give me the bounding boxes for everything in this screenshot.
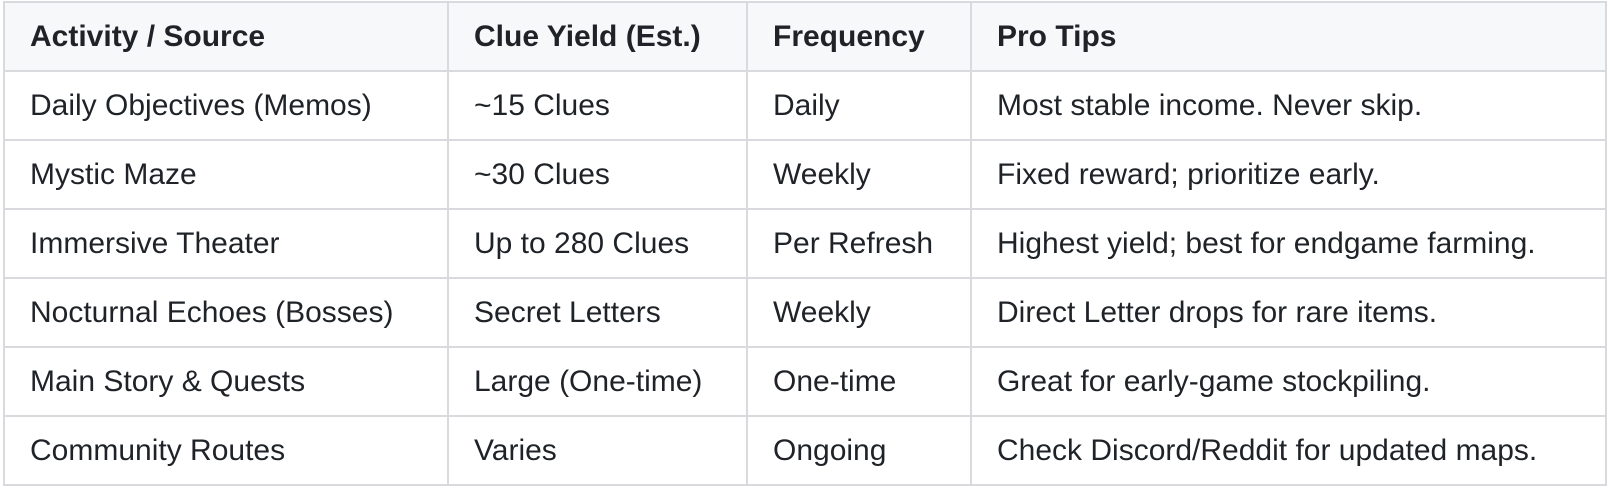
cell-frequency: One-time	[746, 346, 972, 417]
table-row: Main Story & Quests Large (One-time) One-t…	[3, 346, 1607, 417]
cell-pro-tips: Fixed reward; prioritize early.	[970, 139, 1607, 210]
cell-clue-yield: ~15 Clues	[447, 70, 748, 141]
cell-frequency: Ongoing	[746, 415, 972, 486]
header-clue-yield: Clue Yield (Est.)	[447, 1, 748, 72]
header-frequency: Frequency	[746, 1, 972, 72]
cell-clue-yield: Secret Letters	[447, 277, 748, 348]
cell-clue-yield: Large (One-time)	[447, 346, 748, 417]
header-pro-tips: Pro Tips	[970, 1, 1607, 72]
cell-pro-tips: Check Discord/Reddit for updated maps.	[970, 415, 1607, 486]
cell-pro-tips: Most stable income. Never skip.	[970, 70, 1607, 141]
cell-pro-tips: Great for early-game stockpiling.	[970, 346, 1607, 417]
cell-frequency: Weekly	[746, 139, 972, 210]
cell-pro-tips: Direct Letter drops for rare items.	[970, 277, 1607, 348]
cell-activity: Immersive Theater	[3, 208, 449, 279]
cell-clue-yield: ~30 Clues	[447, 139, 748, 210]
cell-frequency: Weekly	[746, 277, 972, 348]
table-row: Immersive Theater Up to 280 Clues Per Refr…	[3, 208, 1607, 279]
cell-activity: Nocturnal Echoes (Bosses)	[3, 277, 449, 348]
table-row: Nocturnal Echoes (Bosses) Secret Letters W…	[3, 277, 1607, 348]
table-row: Daily Objectives (Memos) ~15 Clues Daily Mo…	[3, 70, 1607, 141]
clue-sources-table: Activity / Source Clue Yield (Est.) Freq…	[3, 1, 1607, 486]
cell-activity: Mystic Maze	[3, 139, 449, 210]
table-row: Community Routes Varies Ongoing Check Disco…	[3, 415, 1607, 486]
table-row: Mystic Maze ~30 Clues Weekly Fixed reward; …	[3, 139, 1607, 210]
cell-clue-yield: Up to 280 Clues	[447, 208, 748, 279]
header-activity: Activity / Source	[3, 1, 449, 72]
cell-activity: Main Story & Quests	[3, 346, 449, 417]
cell-activity: Daily Objectives (Memos)	[3, 70, 449, 141]
cell-frequency: Daily	[746, 70, 972, 141]
cell-frequency: Per Refresh	[746, 208, 972, 279]
table-header-row: Activity / Source Clue Yield (Est.) Freq…	[3, 1, 1607, 72]
cell-pro-tips: Highest yield; best for endgame farming.	[970, 208, 1607, 279]
cell-clue-yield: Varies	[447, 415, 748, 486]
cell-activity: Community Routes	[3, 415, 449, 486]
